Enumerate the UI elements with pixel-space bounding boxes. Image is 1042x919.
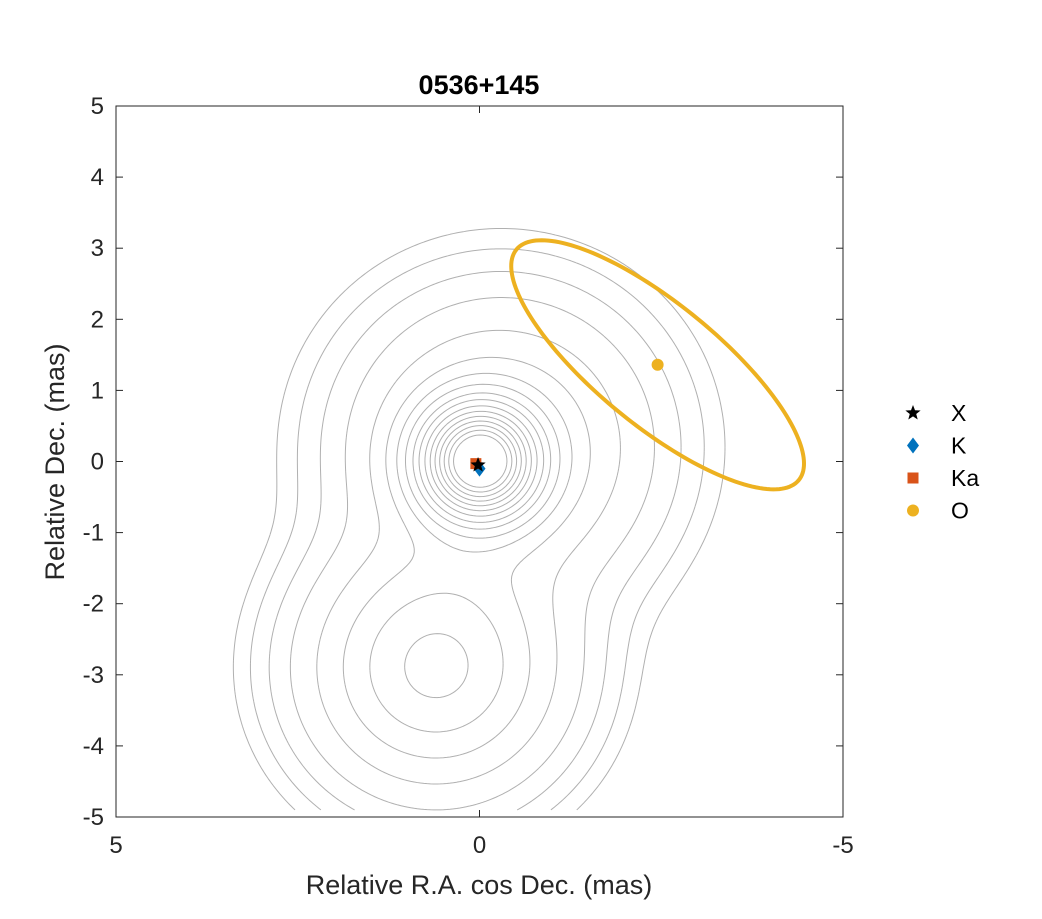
x-axis-label: Relative R.A. cos Dec. (mas) [306,870,653,900]
contour-line [342,356,591,759]
y-tick-label: -2 [83,591,104,618]
x-tick-label: -5 [832,832,853,859]
contour-line [434,415,527,507]
legend-label-ka: Ka [951,465,979,491]
contour-line [412,392,552,530]
contour-line [404,383,561,699]
y-tick-label: -3 [83,662,104,689]
point-x [470,457,486,472]
contour-line [249,248,705,811]
contour-line [289,297,655,811]
contour-line [232,228,726,811]
legend-marker-k [907,437,919,454]
y-tick-label: 4 [91,164,104,191]
contour-line [268,270,682,811]
legend-label-o: O [951,498,969,524]
contour-layer [232,228,726,811]
y-tick-label: 0 [91,449,104,476]
y-tick-label: -4 [83,733,104,760]
legend-label-k: K [951,433,967,459]
legend-marker-x [905,405,921,420]
y-tick-label: 2 [91,306,104,333]
contour-line [443,425,518,498]
error-ellipse-O [509,238,807,492]
chart-title: 0536+145 [419,70,540,100]
contour-line [316,329,621,785]
y-tick-label: -5 [83,804,104,831]
legend: XK Ka O [905,400,979,524]
y-tick-label: 5 [91,93,104,120]
x-tick-label: 0 [473,832,486,859]
y-tick-label: 1 [91,377,104,404]
x-tick-label: 5 [109,832,122,859]
x-axis-ticks: 5 0 -5 [109,106,854,859]
y-axis-label: Relative Dec. (mas) [40,343,70,580]
contour-line [448,429,513,493]
legend-marker-ka [907,472,919,484]
legend-marker-o [907,504,919,517]
contour-line [418,399,545,523]
contour-line [369,372,573,733]
point-o [651,358,664,371]
error-ellipse-layer [509,238,807,492]
y-axis-ticks: 5 4 3 2 1 0 -1 -2 -3 -4 -5 [83,93,843,831]
data-points-layer [470,358,664,477]
y-tick-label: 3 [91,235,104,262]
contour-line [453,434,508,488]
contour-line [424,405,538,517]
y-tick-label: -1 [83,520,104,547]
legend-label-x: X [951,400,966,426]
contour-line [439,420,522,502]
contour-line [429,410,532,512]
